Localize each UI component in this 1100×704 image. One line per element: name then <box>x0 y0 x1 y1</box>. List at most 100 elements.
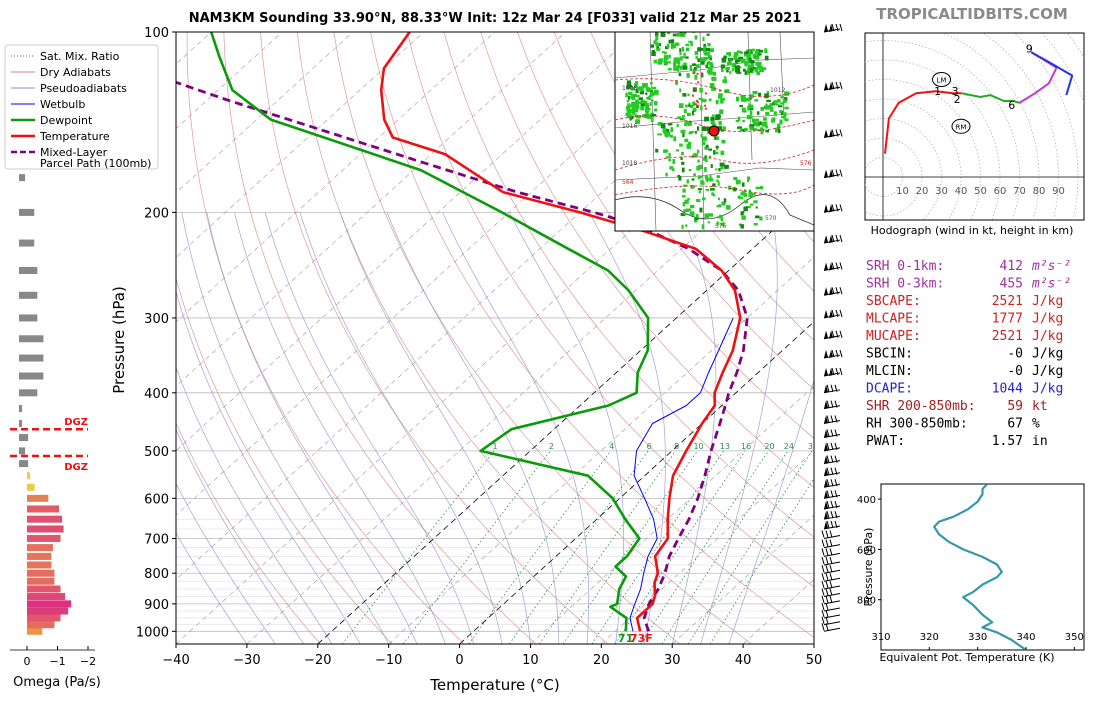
map-contour-label: 1016 <box>622 123 637 130</box>
wind-barb <box>822 548 840 556</box>
radar-echo-heavy <box>697 81 699 83</box>
radar-echo <box>755 122 759 124</box>
omega-bar <box>27 553 51 560</box>
wind-barb <box>824 479 840 487</box>
radar-echo <box>673 136 676 141</box>
index-unit: kt <box>1032 399 1048 414</box>
radar-echo <box>637 88 639 90</box>
omega-bar <box>19 267 37 274</box>
omega-tick-label: 0 <box>24 655 31 668</box>
wind-barb-line <box>826 565 828 572</box>
temp-tick-label: −40 <box>162 653 189 668</box>
legend-label: Temperature <box>39 130 110 143</box>
radar-echo <box>687 73 690 78</box>
omega-bar <box>27 505 59 512</box>
radar-echo <box>705 178 709 181</box>
radar-echo <box>736 120 739 122</box>
wind-barb-line <box>830 548 832 555</box>
wind-barb-line <box>822 610 824 617</box>
omega-bar <box>19 240 34 247</box>
omega-bar <box>27 600 71 607</box>
radar-echo <box>742 182 745 186</box>
radar-echo <box>682 189 685 193</box>
radar-echo <box>763 117 767 120</box>
radar-echo <box>752 49 755 51</box>
omega-bar <box>27 570 54 577</box>
hodograph-height-label: 3 <box>952 85 959 98</box>
pressure-tick-label: 300 <box>144 312 169 327</box>
radar-echo <box>681 162 684 165</box>
pressure-tick-label: 1000 <box>136 625 169 640</box>
radar-echo <box>708 61 710 65</box>
radar-echo <box>770 107 773 111</box>
theta-e-xtick-label: 350 <box>1065 632 1084 643</box>
radar-echo <box>716 136 719 140</box>
radar-echo <box>748 192 753 197</box>
index-label: SBCAPE: <box>866 294 921 309</box>
wind-barb-line <box>831 479 833 486</box>
radar-echo <box>692 213 694 216</box>
map-contour-label: 564 <box>622 179 634 186</box>
wind-barb <box>824 490 840 498</box>
radar-echo <box>689 102 691 105</box>
index-value: 1044 <box>992 382 1023 397</box>
wind-barb-line <box>831 490 833 497</box>
radar-echo <box>729 71 731 74</box>
radar-echo <box>784 107 788 110</box>
radar-echo <box>668 159 671 161</box>
radar-echo <box>669 40 673 44</box>
legend-label: Dry Adiabats <box>40 66 111 79</box>
index-unit: J/kg <box>1032 382 1063 397</box>
hodograph-tick-label: 30 <box>935 186 948 197</box>
radar-echo <box>747 106 750 111</box>
radar-echo <box>697 160 699 163</box>
radar-echo <box>730 59 732 63</box>
radar-echo <box>734 52 739 56</box>
radar-echo <box>771 119 775 123</box>
wind-barb-flag <box>824 235 828 243</box>
radar-echo <box>740 224 744 228</box>
index-unit: J/kg <box>1032 294 1063 309</box>
radar-echo <box>654 109 657 112</box>
radar-echo <box>700 106 702 111</box>
radar-echo <box>740 52 744 54</box>
wind-barb-line <box>826 557 828 564</box>
wind-barb <box>822 557 840 565</box>
radar-echo <box>661 124 666 129</box>
radar-echo <box>669 55 671 59</box>
wind-barb-line <box>826 540 828 547</box>
radar-echo-heavy <box>697 73 699 75</box>
dry-adiabat-line <box>224 32 536 644</box>
radar-echo <box>702 99 707 102</box>
radar-echo <box>672 168 674 171</box>
pseudoadiabat-line <box>387 212 559 644</box>
radar-echo <box>652 50 655 54</box>
radar-echo <box>682 47 684 52</box>
theta-e-frame <box>881 484 1084 650</box>
radar-echo <box>703 158 707 161</box>
radar-echo <box>726 52 730 55</box>
hodograph-tick-label: 90 <box>1052 186 1065 197</box>
radar-echo <box>719 121 722 125</box>
index-unit: % <box>1032 417 1040 432</box>
radar-echo <box>710 64 714 67</box>
omega-bar <box>19 460 28 467</box>
wind-barb <box>822 530 840 538</box>
wind-barb <box>824 204 842 212</box>
omega-bar <box>27 561 51 568</box>
wind-barb-line <box>822 565 824 572</box>
radar-echo <box>683 209 688 212</box>
legend-label: Dewpoint <box>40 114 93 127</box>
omega-bar <box>27 516 62 523</box>
hodograph-tick-label: 50 <box>974 186 987 197</box>
omega-bar <box>27 535 61 542</box>
radar-echo <box>735 66 740 70</box>
radar-echo <box>698 175 702 178</box>
wind-barb <box>824 350 842 358</box>
radar-echo <box>640 106 644 110</box>
radar-echo <box>684 200 688 204</box>
radar-echo <box>712 183 715 186</box>
radar-echo <box>683 66 687 70</box>
wind-barb <box>824 511 840 519</box>
radar-echo <box>725 67 730 70</box>
